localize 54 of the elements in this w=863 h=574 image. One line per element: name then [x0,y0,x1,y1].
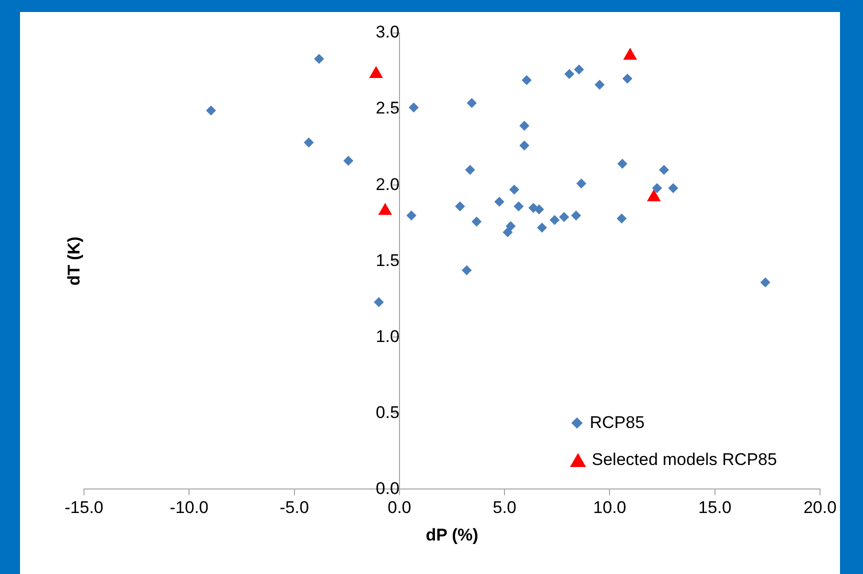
y-axis-title: dT (K) [64,236,84,286]
point [594,80,605,90]
point [537,222,548,233]
point [406,210,416,220]
point [622,74,632,84]
y-tick-label: 0.5 [376,402,400,422]
y-tick-label: 2.5 [376,98,400,118]
point [374,297,384,308]
x-tick-label: 20.0 [803,498,837,518]
y-tick-label: 1.5 [376,250,400,270]
point [314,54,324,64]
point [519,120,530,131]
point [559,212,570,222]
x-tick-label: 0.0 [388,498,412,518]
point [206,106,216,116]
y-tick-label: 2.0 [376,174,400,194]
point [760,277,770,288]
x-tick-label: -10.0 [170,498,209,518]
point [472,216,482,227]
point [534,204,544,214]
point [550,215,560,226]
legend-label: RCP85 [590,412,645,433]
point [466,98,477,108]
point [454,201,465,212]
point [408,102,419,113]
point [343,156,354,166]
point [462,265,472,276]
point [574,64,584,74]
point [564,69,574,80]
x-tick-label: 10.0 [593,498,626,518]
x-axis-title: dP (%) [426,525,478,544]
point [668,183,678,194]
point [616,214,627,224]
point [658,164,669,175]
point [522,75,532,86]
point [617,158,628,169]
point [576,178,586,189]
point [571,210,582,220]
point [514,201,524,212]
point [465,164,476,175]
point [494,196,504,207]
x-tick-label: 15.0 [698,498,732,518]
y-tick-label: 1.0 [376,326,400,346]
point [652,183,662,194]
x-tick-label: -5.0 [280,498,309,518]
y-tick-label: 0.0 [376,478,400,498]
x-tick-label: 5.0 [492,498,516,518]
y-tick-label: 3.0 [376,22,400,42]
legend-label: Selected models RCP85 [592,450,777,470]
point [304,137,314,148]
point [502,227,513,238]
point [519,140,530,151]
x-tick-label: -15.0 [64,498,104,518]
point [509,184,520,195]
